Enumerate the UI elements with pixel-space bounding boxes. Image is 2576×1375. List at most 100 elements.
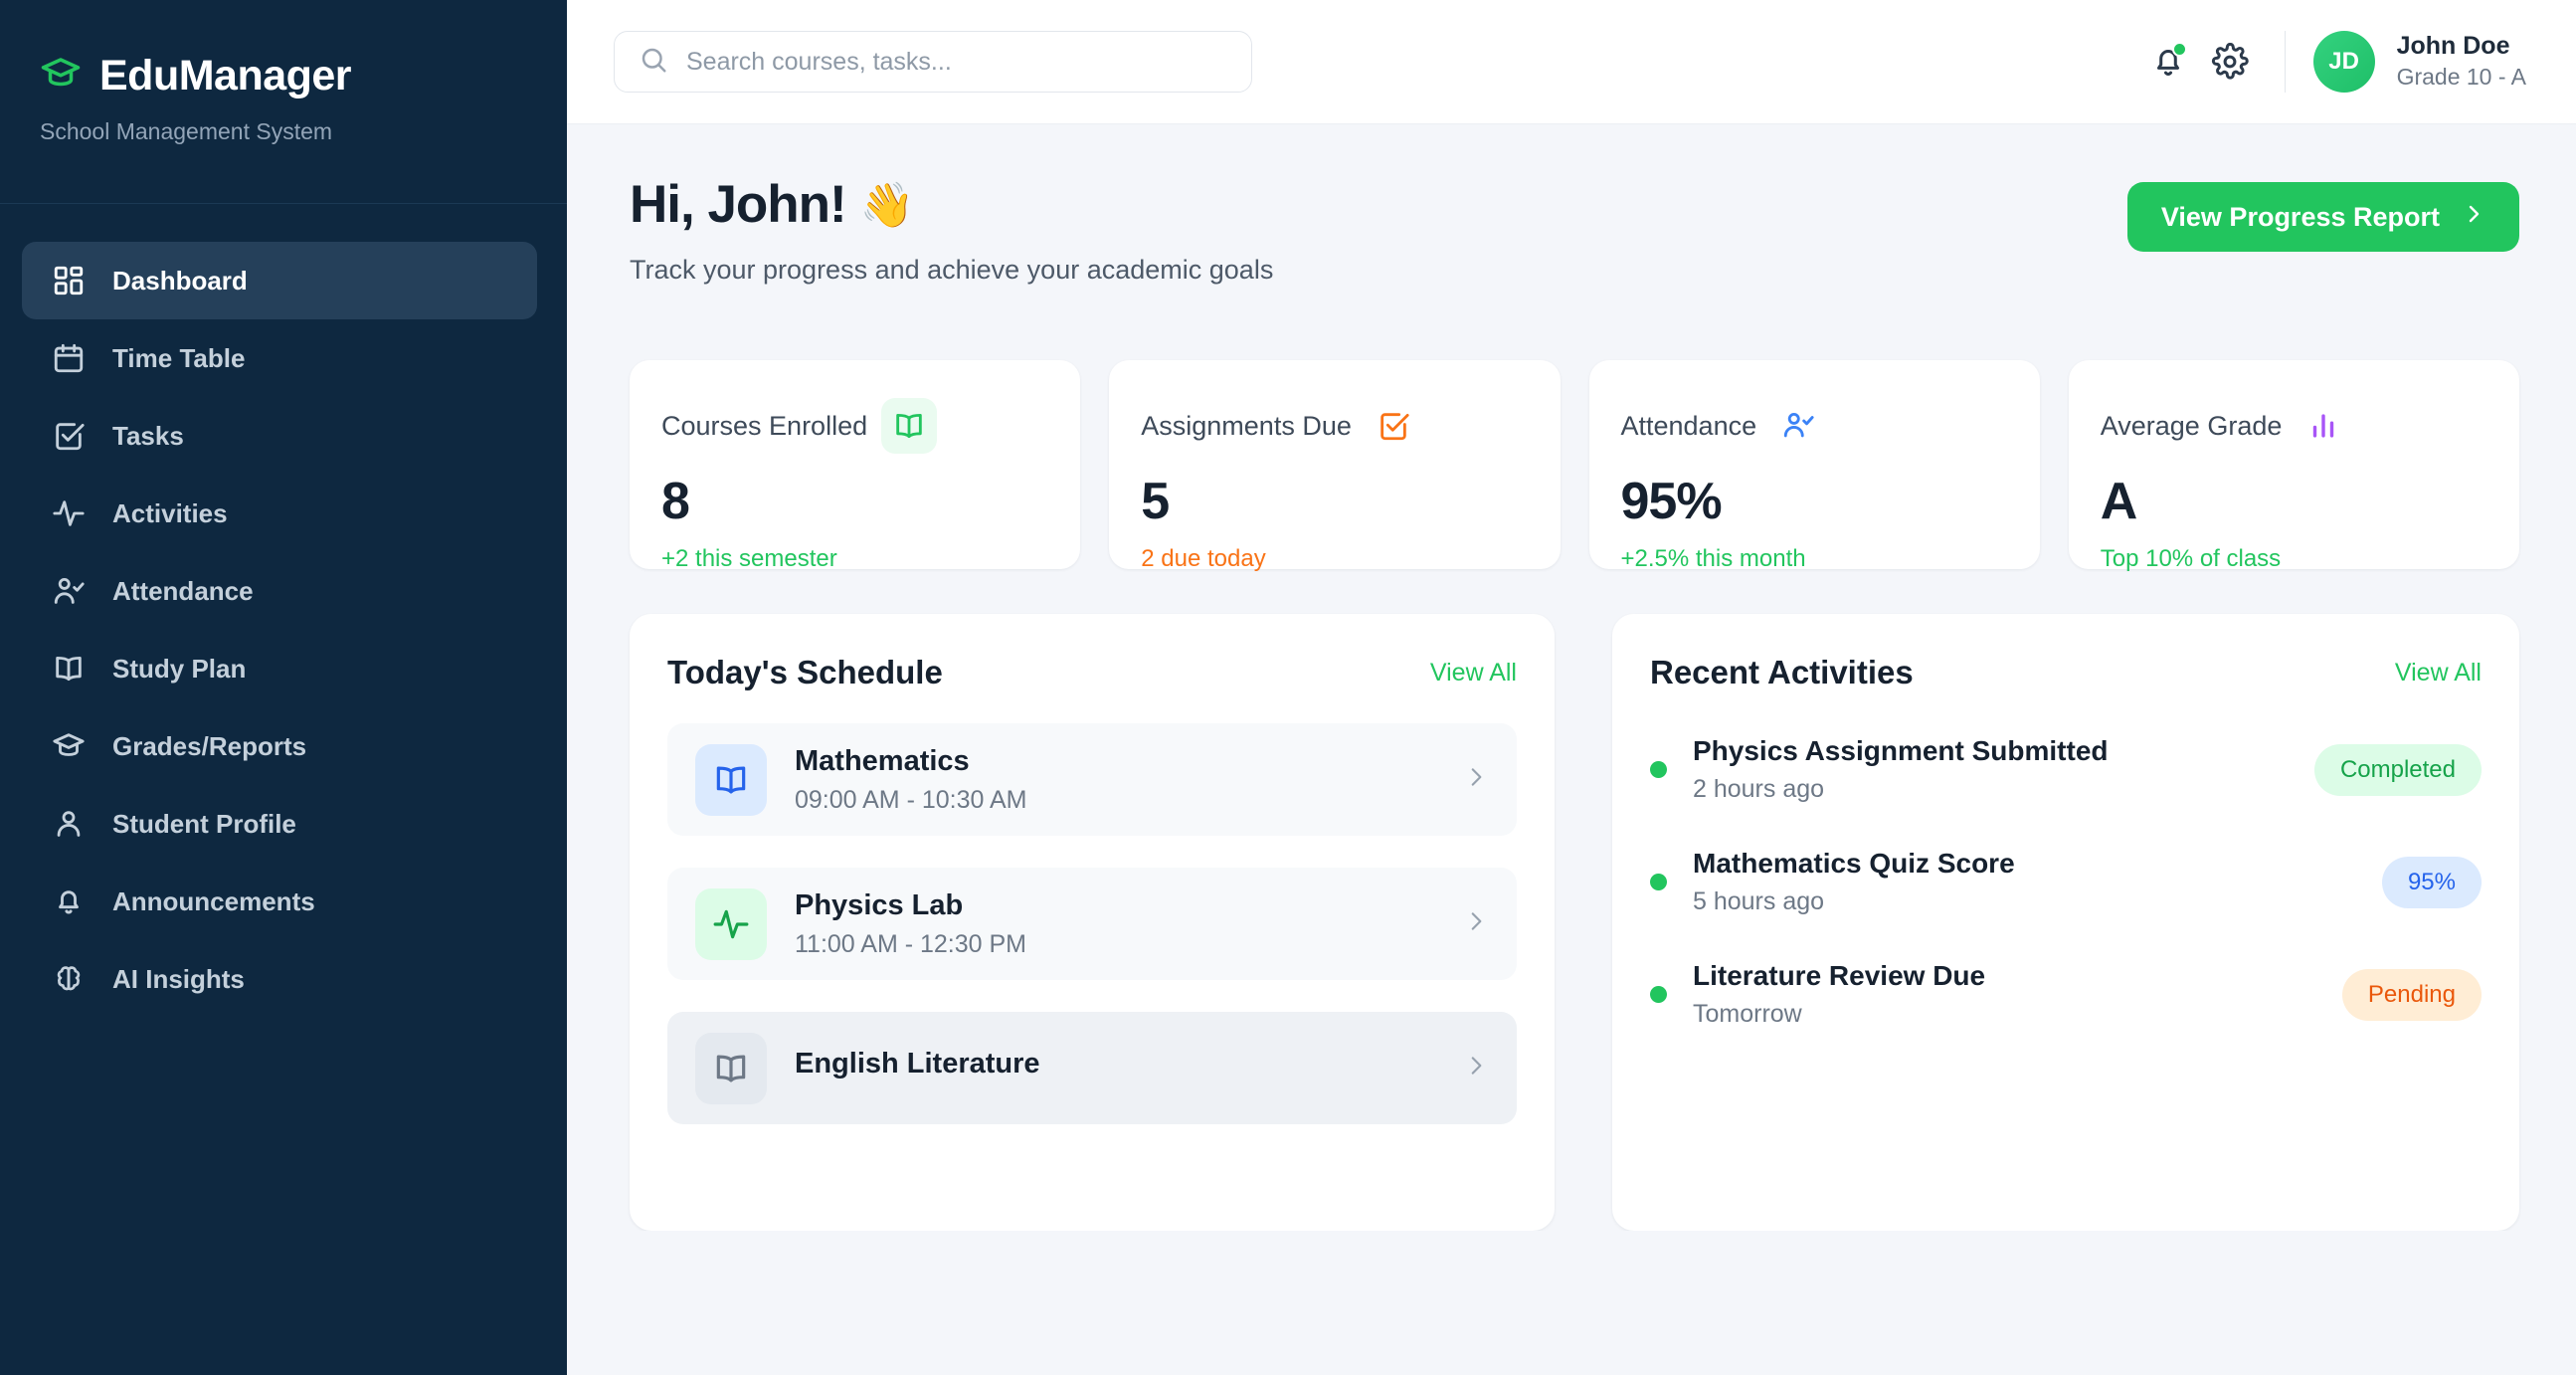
activity-time: 5 hours ago [1693, 887, 1825, 915]
stat-label: Attendance [1620, 410, 1757, 441]
chevron-right-icon [1463, 1053, 1489, 1083]
panel-title: Recent Activities [1650, 654, 1914, 690]
stat-card-courses-enrolled[interactable]: Courses Enrolled 8 +2 this semester [630, 360, 1081, 572]
user-check-icon [1770, 398, 1826, 454]
schedule-view-all-link[interactable]: View All [1429, 658, 1517, 687]
activities-view-all-link[interactable]: View All [2394, 658, 2482, 687]
stat-cards: Courses Enrolled 8 +2 this semester Assi… [630, 360, 2519, 572]
status-dot-icon [1650, 874, 1667, 890]
sidebar-item-label: AI Insights [112, 963, 245, 994]
stat-value: 5 [1141, 473, 1170, 530]
check-square-icon [1366, 398, 1421, 454]
sidebar-item-announcements[interactable]: Announcements [22, 863, 537, 940]
sidebar-item-label: Grades/Reports [112, 730, 307, 761]
sidebar-item-tasks[interactable]: Tasks [22, 397, 537, 475]
stat-value: 8 [661, 473, 690, 530]
sidebar-item-grades-reports[interactable]: Grades/Reports [22, 707, 537, 785]
bar-chart-icon [2296, 398, 2351, 454]
stat-value: 95% [1620, 473, 1723, 530]
brand-name: EduManager [99, 52, 352, 99]
schedule-item-physics-lab[interactable]: Physics Lab 11:00 AM - 12:30 PM [667, 868, 1517, 980]
stat-label: Assignments Due [1141, 410, 1352, 441]
brand-block: EduManager School Management System [0, 0, 567, 204]
schedule-item-time: 11:00 AM - 12:30 PM [795, 929, 1026, 958]
status-badge: 95% [2381, 856, 2482, 908]
activity-pulse-icon [52, 496, 86, 530]
graduation-cap-icon [40, 53, 82, 99]
sidebar-item-student-profile[interactable]: Student Profile [22, 785, 537, 863]
stat-card-average-grade[interactable]: Average Grade A Top 10% of class [2068, 360, 2519, 572]
chevron-right-icon [1463, 764, 1489, 795]
activity-pulse-icon [695, 887, 767, 960]
todays-schedule-panel: Today's Schedule View All Mathematics 09… [630, 614, 1555, 1231]
sidebar-item-activities[interactable]: Activities [22, 475, 537, 552]
schedule-item-mathematics[interactable]: Mathematics 09:00 AM - 10:30 AM [667, 723, 1517, 836]
schedule-item-name: Mathematics [795, 744, 970, 777]
check-square-icon [52, 419, 86, 453]
schedule-item-english-literature[interactable]: English Literature [667, 1012, 1517, 1124]
activity-item-physics-assignment[interactable]: Physics Assignment Submitted 2 hours ago… [1650, 735, 2482, 804]
stat-delta: +2.5% this month [1620, 545, 1806, 572]
status-badge: Completed [2313, 743, 2482, 796]
status-badge: Pending [2341, 968, 2482, 1021]
activity-title: Mathematics Quiz Score [1693, 848, 2015, 879]
sidebar-item-attendance[interactable]: Attendance [22, 552, 537, 630]
cta-label: View Progress Report [2160, 201, 2440, 232]
waving-hand-icon: 👋 [859, 180, 915, 230]
schedule-item-name: Physics Lab [795, 888, 964, 921]
search-box[interactable] [614, 31, 1252, 93]
activity-item-literature-review[interactable]: Literature Review Due Tomorrow Pending [1650, 960, 2482, 1029]
sidebar-item-label: Time Table [112, 342, 246, 373]
sidebar-item-label: Dashboard [112, 265, 248, 295]
user-menu[interactable]: JD John Doe Grade 10 - A [2312, 31, 2526, 93]
chevron-right-icon [1463, 908, 1489, 939]
activity-time: Tomorrow [1693, 1000, 1802, 1028]
page-content: Hi, John! 👋 Track your progress and achi… [567, 124, 2576, 1231]
brand-subtitle: School Management System [40, 118, 333, 144]
notification-dot [2171, 42, 2187, 57]
book-open-icon [881, 398, 938, 454]
sidebar: EduManager School Management System Dash… [0, 0, 567, 1375]
stat-card-assignments-due[interactable]: Assignments Due 5 2 due today [1109, 360, 1561, 572]
schedule-item-time: 09:00 AM - 10:30 AM [795, 785, 1027, 814]
greeting-text: Hi, John! [630, 175, 847, 234]
sidebar-item-time-table[interactable]: Time Table [22, 319, 537, 397]
sidebar-item-label: Attendance [112, 575, 254, 606]
brain-icon [52, 962, 86, 996]
activity-title: Literature Review Due [1693, 960, 1986, 991]
calendar-icon [52, 341, 86, 375]
user-name: John Doe [2396, 32, 2510, 61]
stat-label: Average Grade [2100, 410, 2283, 441]
topbar-divider [2284, 31, 2286, 93]
sidebar-item-study-plan[interactable]: Study Plan [22, 630, 537, 707]
sidebar-item-dashboard[interactable]: Dashboard [22, 242, 537, 319]
sidebar-item-label: Activities [112, 497, 228, 528]
gear-icon [2211, 43, 2249, 80]
search-input[interactable] [686, 47, 1227, 77]
user-icon [52, 807, 86, 841]
topbar: JD John Doe Grade 10 - A [567, 0, 2576, 124]
page-header: Hi, John! 👋 Track your progress and achi… [630, 174, 2519, 286]
page-subtitle: Track your progress and achieve your aca… [630, 255, 1274, 285]
book-open-icon [52, 652, 86, 686]
chevron-right-icon [2462, 202, 2485, 233]
book-open-icon [695, 1032, 767, 1104]
notifications-button[interactable] [2137, 31, 2199, 93]
bell-icon [52, 884, 86, 918]
panel-title: Today's Schedule [667, 654, 943, 690]
dashboard-panels: Today's Schedule View All Mathematics 09… [630, 614, 2519, 1231]
settings-button[interactable] [2199, 31, 2261, 93]
stat-card-attendance[interactable]: Attendance 95% +2.5% this month [1588, 360, 2040, 572]
view-progress-report-button[interactable]: View Progress Report [2126, 182, 2519, 252]
stat-label: Courses Enrolled [661, 410, 868, 441]
activity-item-mathematics-quiz[interactable]: Mathematics Quiz Score 5 hours ago 95% [1650, 848, 2482, 916]
status-dot-icon [1650, 761, 1667, 778]
sidebar-item-label: Announcements [112, 885, 315, 916]
sidebar-item-ai-insights[interactable]: AI Insights [22, 940, 537, 1018]
search-icon [639, 45, 668, 80]
user-check-icon [52, 574, 86, 608]
activity-title: Physics Assignment Submitted [1693, 735, 2109, 766]
avatar: JD [2312, 31, 2375, 93]
main-area: JD John Doe Grade 10 - A Hi, John! 👋 Tra… [567, 0, 2576, 1375]
